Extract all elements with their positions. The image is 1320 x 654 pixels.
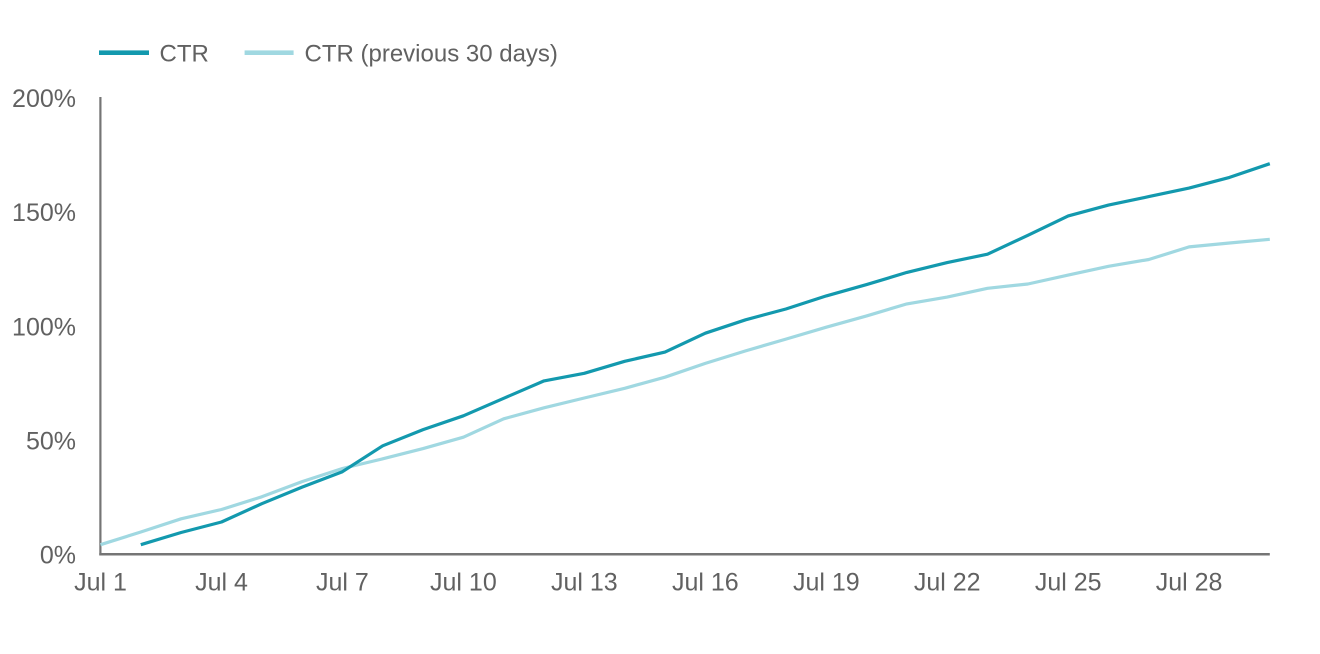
svg-text:200%: 200% xyxy=(12,85,76,113)
svg-text:Jul 4: Jul 4 xyxy=(195,569,248,597)
svg-text:Jul 22: Jul 22 xyxy=(914,569,981,597)
svg-text:Jul 25: Jul 25 xyxy=(1035,569,1102,597)
svg-text:150%: 150% xyxy=(12,199,76,227)
svg-text:Jul 10: Jul 10 xyxy=(430,569,497,597)
svg-text:0%: 0% xyxy=(40,542,76,570)
svg-text:100%: 100% xyxy=(12,313,76,341)
svg-text:Jul 16: Jul 16 xyxy=(672,569,739,597)
svg-text:Jul 13: Jul 13 xyxy=(551,569,618,597)
svg-text:Jul 28: Jul 28 xyxy=(1156,569,1223,597)
svg-text:50%: 50% xyxy=(26,427,76,455)
svg-text:CTR: CTR xyxy=(160,41,209,68)
svg-text:CTR (previous 30 days): CTR (previous 30 days) xyxy=(305,41,558,68)
svg-text:Jul 1: Jul 1 xyxy=(74,569,127,597)
svg-text:Jul 7: Jul 7 xyxy=(316,569,369,597)
svg-text:Jul 19: Jul 19 xyxy=(793,569,860,597)
